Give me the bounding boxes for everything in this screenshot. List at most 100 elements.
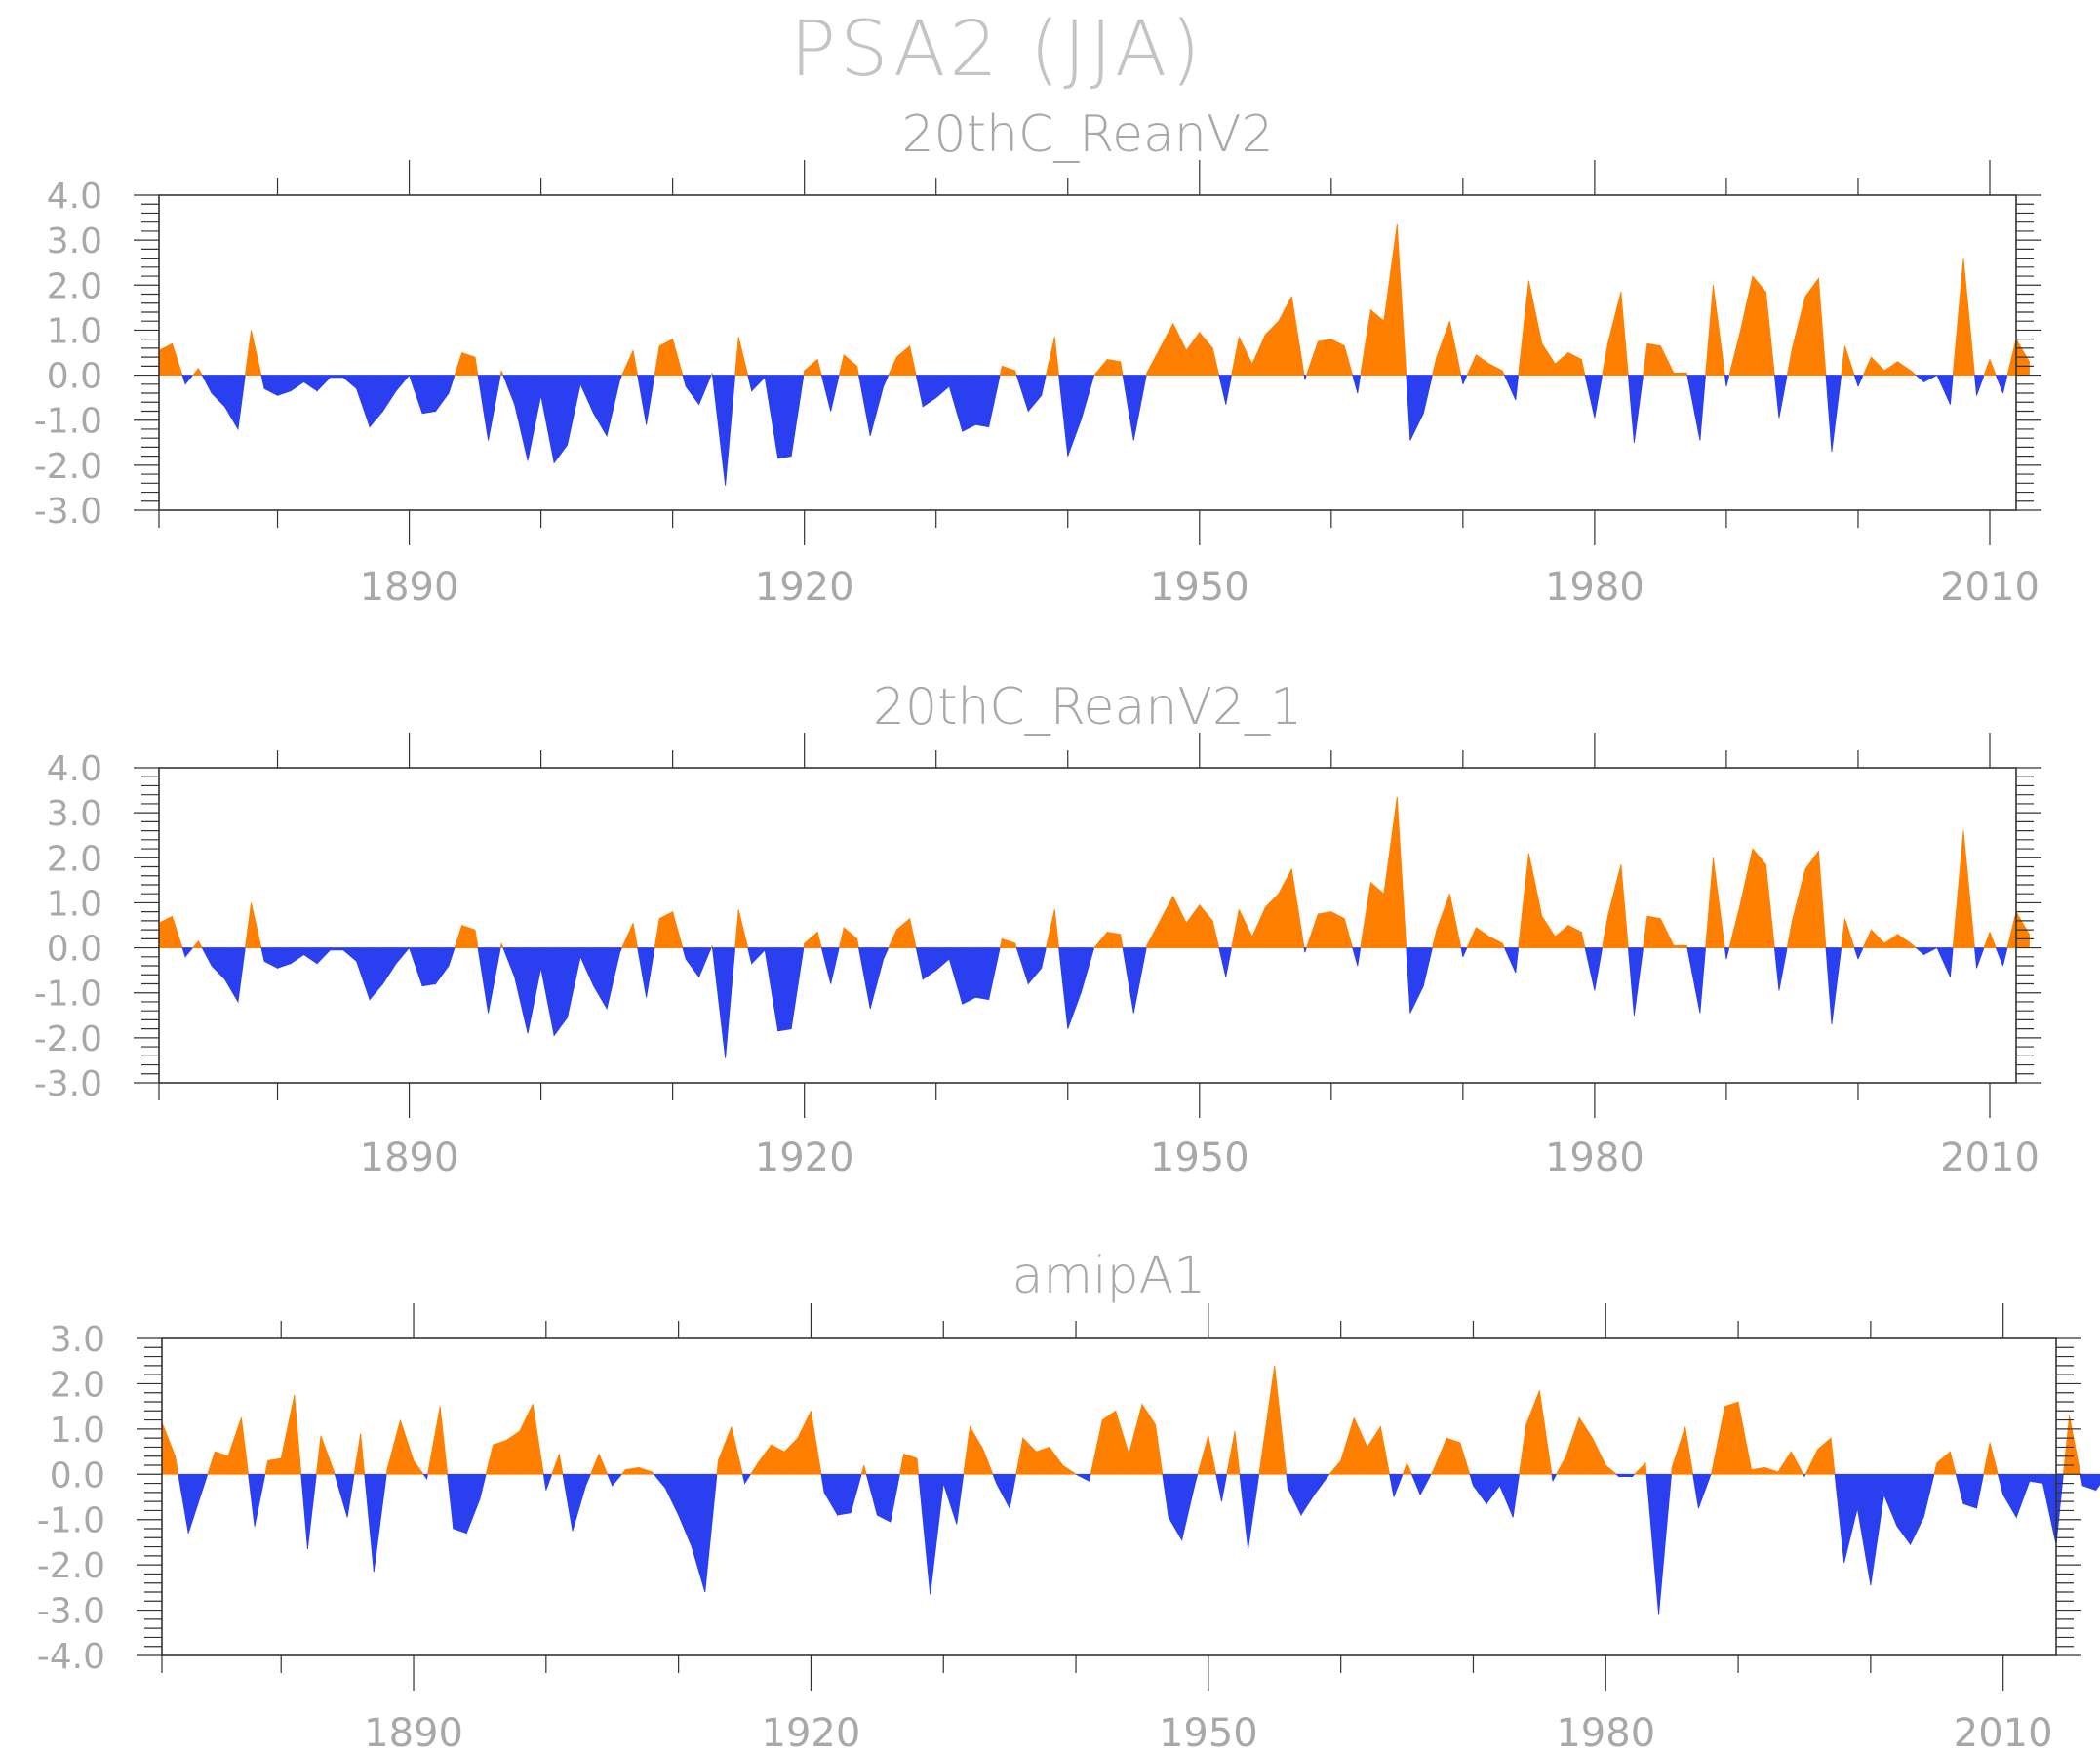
panel-2-negative-area — [751, 947, 766, 965]
panel-3-negative-area — [1410, 1473, 1421, 1495]
panel-2-positive-area — [816, 932, 822, 948]
panel-2-negative-area — [883, 947, 890, 960]
panel-2-positive-area — [1305, 913, 1319, 948]
panel-3-positive-area — [320, 1435, 335, 1475]
panel-2-negative-area — [1304, 947, 1307, 953]
panel-3-positive-area — [1936, 1451, 1951, 1475]
panel-1-positive-area — [816, 359, 822, 376]
panel-1-positive-area — [500, 370, 504, 376]
panel-2-positive-area — [1436, 894, 1450, 948]
panel-1-positive-area — [1862, 356, 1872, 376]
panel-1-title: 20thC_ReanV2 — [901, 105, 1273, 164]
panel-2-negative-area — [448, 947, 456, 967]
panel-3-negative-area — [992, 1473, 997, 1484]
panel-2-negative-area — [1058, 947, 1069, 1029]
panel-2-negative-area — [988, 947, 1001, 1000]
panel-1-negative-area — [857, 375, 871, 436]
panel-2-positive-area — [1475, 927, 1490, 948]
panel-1-positive-area — [1045, 337, 1055, 376]
panel-3-ytick-label: -1.0 — [37, 1501, 105, 1541]
panel-3-negative-area — [918, 1473, 931, 1595]
panel-3-positive-area — [970, 1425, 984, 1475]
panel-1-positive-area — [251, 330, 262, 376]
panel-2-positive-area — [672, 911, 684, 948]
panel-1-negative-area — [1041, 375, 1047, 396]
panel-1-positive-area — [1962, 258, 1975, 376]
panel-1-negative-area — [477, 375, 489, 441]
panel-1-negative-area — [395, 375, 411, 392]
panel-1-negative-area — [435, 375, 450, 413]
panel-1-positive-area — [172, 343, 183, 376]
panel-3-positive-area — [731, 1426, 743, 1475]
panel-2-positive-area — [1844, 918, 1855, 948]
panel-3-positive-area — [1260, 1365, 1276, 1475]
panel-3-positive-area — [505, 1430, 521, 1475]
panel-3-negative-area — [346, 1473, 355, 1518]
panel-1-positive-area — [1172, 323, 1187, 376]
panel-3-positive-area — [519, 1404, 534, 1475]
panel-2-positive-area — [2006, 911, 2017, 948]
panel-1-positive-area — [1841, 345, 1845, 376]
panel-2-negative-area — [1122, 947, 1134, 1014]
panel-1-positive-area — [632, 350, 639, 376]
panel-3-negative-area — [1618, 1473, 1633, 1478]
panel-1-negative-area — [1080, 375, 1095, 420]
panel-2-negative-area — [553, 947, 569, 1037]
panel-3-negative-area — [1181, 1473, 1196, 1540]
panel-1-positive-area — [1554, 351, 1569, 376]
panel-2-negative-area — [1831, 947, 1842, 1025]
panel-3-negative-area — [691, 1473, 706, 1593]
panel-2-positive-area — [1567, 924, 1582, 948]
panel-2-negative-area — [646, 947, 655, 998]
panel-1-negative-area — [790, 375, 805, 457]
panel-2-ytick-label: 0.0 — [47, 930, 102, 970]
panel-2-positive-area — [1199, 903, 1213, 948]
panel-3-positive-area — [771, 1444, 785, 1475]
panel-1-negative-area — [1218, 375, 1227, 405]
panel-2-positive-area — [1910, 942, 1918, 948]
panel-2-negative-area — [1778, 947, 1788, 991]
panel-3-positive-area — [426, 1406, 441, 1475]
panel-3-positive-area — [1049, 1446, 1063, 1475]
panel-2-negative-area — [579, 947, 595, 986]
panel-3-positive-area — [1340, 1417, 1355, 1475]
panel-2-positive-area — [1643, 916, 1648, 948]
panel-1-positive-area — [1360, 309, 1371, 376]
panel-1-negative-area — [1699, 375, 1707, 441]
panel-3-negative-area — [545, 1473, 553, 1491]
panel-3-positive-area — [903, 1453, 918, 1475]
panel-3-positive-area — [963, 1426, 971, 1475]
panel-2-positive-area — [1527, 853, 1543, 948]
panel-3-positive-area — [493, 1439, 507, 1475]
panel-1-positive-area — [1989, 359, 1997, 376]
panel-2-ytick-label: 3.0 — [47, 794, 102, 834]
panel-2-positive-area — [1045, 909, 1055, 948]
panel-3-negative-area — [942, 1473, 958, 1525]
panel-2-negative-area — [1825, 947, 1833, 1025]
panel-3-positive-area — [315, 1435, 322, 1475]
panel-2-positive-area — [191, 939, 199, 948]
panel-3-positive-area — [1155, 1424, 1164, 1475]
panel-3-positive-area — [264, 1460, 269, 1475]
panel-1-positive-area — [1488, 363, 1503, 376]
panel-2-positive-area — [734, 909, 739, 948]
panel-2-negative-area — [1225, 947, 1233, 977]
panel-2-positive-area — [1739, 848, 1754, 948]
panel-2-negative-area — [1773, 947, 1780, 991]
panel-1-negative-area — [1923, 375, 1938, 383]
panel-2-negative-area — [698, 947, 712, 977]
panel-2-negative-area — [1357, 947, 1362, 967]
panel-3-negative-area — [704, 1473, 718, 1593]
panel-1-negative-area — [409, 375, 423, 414]
panel-3-positive-area — [1090, 1419, 1103, 1475]
panel-1-negative-area — [579, 375, 595, 414]
panel-1-positive-area — [1251, 334, 1266, 376]
panel-2-positive-area — [1159, 896, 1174, 948]
panel-2-negative-area — [290, 947, 304, 965]
panel-3-positive-area — [1763, 1466, 1779, 1475]
panel-3-xtick-label: 1980 — [1556, 1711, 1655, 1754]
panel-1-negative-area — [1725, 375, 1730, 387]
panel-1-positive-area — [1092, 358, 1108, 376]
panel-2-xtick-label: 1980 — [1545, 1136, 1644, 1180]
panel-1-negative-area — [869, 375, 885, 436]
